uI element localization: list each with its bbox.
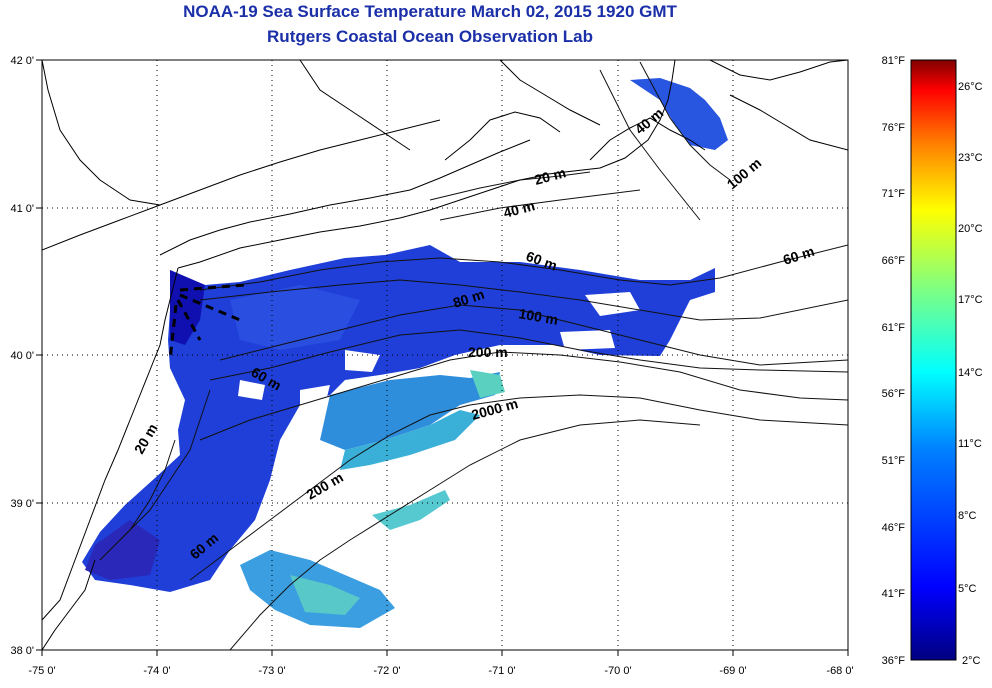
contour-label: 40 m xyxy=(502,197,537,221)
bathymetry-contours xyxy=(99,61,848,650)
y-tick-label: 38 0' xyxy=(10,645,34,657)
coastline xyxy=(42,60,848,650)
colorbar-f-label: 81°F xyxy=(882,55,906,67)
colorbar-f-label: 76°F xyxy=(882,122,906,134)
x-tick-label: -72 0' xyxy=(373,665,400,677)
colorbar-c-label: 2°C xyxy=(962,655,981,667)
tick-marks xyxy=(36,59,849,656)
y-tick-labels: 42 0' 41 0' 40 0' 39 0' 38 0' xyxy=(10,55,34,657)
colorbar-f-label: 71°F xyxy=(882,188,906,200)
colorbar-fahrenheit-labels: 81°F 76°F 71°F 66°F 61°F 56°F 51°F 46°F … xyxy=(882,55,906,667)
colorbar-f-label: 46°F xyxy=(882,522,906,534)
x-tick-label: -71 0' xyxy=(488,665,515,677)
contour-label: 20 m xyxy=(533,164,568,188)
colorbar-c-label: 5°C xyxy=(958,583,977,595)
x-tick-label: -70 0' xyxy=(604,665,631,677)
shipping-lanes xyxy=(168,283,246,361)
colorbar-f-label: 56°F xyxy=(882,388,906,400)
map-title: NOAA-19 Sea Surface Temperature March 02… xyxy=(183,2,677,21)
y-tick-label: 42 0' xyxy=(10,55,34,67)
contour-label: 100 m xyxy=(517,305,559,328)
x-tick-label: -75 0' xyxy=(28,665,55,677)
colorbar-f-label: 61°F xyxy=(882,322,906,334)
colorbar-c-label: 23°C xyxy=(958,152,983,164)
x-tick-label: -73 0' xyxy=(258,665,285,677)
y-tick-label: 39 0' xyxy=(10,498,34,510)
contour-label: 200 m xyxy=(468,344,508,360)
colorbar-f-label: 36°F xyxy=(882,655,906,667)
colorbar-gradient xyxy=(910,59,957,661)
colorbar-c-label: 26°C xyxy=(958,81,983,93)
y-tick-label: 41 0' xyxy=(10,203,34,215)
x-tick-label: -68 0' xyxy=(826,665,853,677)
colorbar-c-label: 14°C xyxy=(958,367,983,379)
colorbar-c-label: 11°C xyxy=(958,438,982,450)
sst-data-field xyxy=(82,78,728,628)
x-tick-label: -69 0' xyxy=(719,665,746,677)
graticule xyxy=(42,60,848,650)
colorbar-f-label: 41°F xyxy=(882,588,906,600)
colorbar-celsius-labels: 26°C 23°C 20°C 17°C 14°C 11°C 8°C 5°C 2°… xyxy=(958,81,983,667)
colorbar-f-label: 66°F xyxy=(882,255,906,267)
colorbar-c-label: 17°C xyxy=(958,294,983,306)
y-tick-label: 40 0' xyxy=(10,350,34,362)
x-tick-label: -74 0' xyxy=(143,665,170,677)
colorbar-c-label: 20°C xyxy=(958,223,983,235)
colorbar-c-label: 8°C xyxy=(958,510,977,522)
map-subtitle: Rutgers Coastal Ocean Observation Lab xyxy=(267,27,593,46)
colorbar: 81°F 76°F 71°F 66°F 61°F 56°F 51°F 46°F … xyxy=(882,55,983,667)
x-tick-labels: -75 0' -74 0' -73 0' -72 0' -71 0' -70 0… xyxy=(28,665,853,677)
colorbar-f-label: 51°F xyxy=(882,455,906,467)
